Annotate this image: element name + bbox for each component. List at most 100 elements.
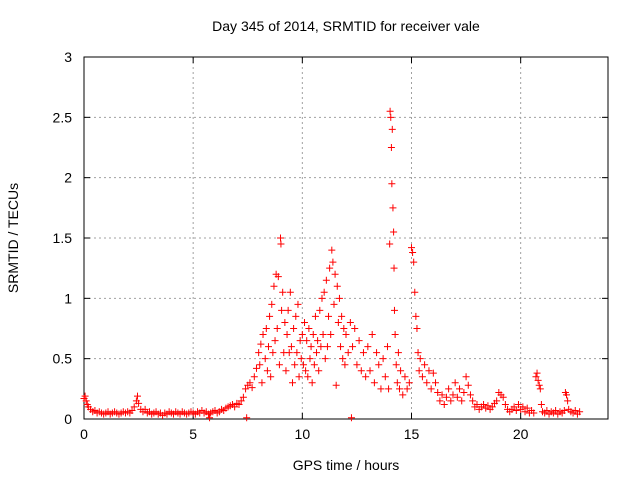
data-point	[532, 373, 540, 381]
data-point	[331, 270, 339, 278]
data-point	[235, 401, 243, 409]
data-point	[473, 401, 481, 409]
data-point	[342, 331, 350, 339]
data-point	[278, 306, 286, 314]
data-point	[290, 325, 298, 332]
data-point	[366, 367, 374, 375]
data-point	[349, 343, 357, 351]
y-tick-labels: 0 0.5 1 1.5 2 2.5 3	[53, 49, 73, 427]
data-point	[462, 373, 470, 381]
data-point	[258, 379, 266, 387]
data-point	[521, 408, 529, 416]
data-point	[246, 379, 254, 387]
data-point	[408, 244, 415, 252]
data-point	[277, 240, 285, 248]
data-point	[270, 282, 278, 290]
data-point	[340, 325, 348, 332]
x-tick-label: 15	[404, 426, 420, 442]
data-point	[321, 355, 329, 363]
data-point	[377, 385, 385, 393]
data-point	[412, 312, 420, 320]
data-point	[275, 361, 283, 369]
x-tick-label: 20	[513, 426, 529, 442]
data-point	[282, 367, 290, 375]
data-point	[135, 399, 143, 407]
data-point	[333, 282, 341, 290]
data-point	[341, 361, 349, 369]
data-point	[484, 402, 492, 410]
data-point	[391, 331, 399, 339]
data-point	[451, 379, 459, 387]
data-point	[393, 379, 401, 387]
data-point	[82, 397, 90, 405]
chart-title: Day 345 of 2014, SRMTID for receiver val…	[212, 18, 480, 34]
data-point	[375, 361, 383, 369]
y-tick-label: 0.5	[53, 351, 73, 367]
data-point	[237, 397, 245, 405]
data-point	[442, 393, 450, 401]
data-point	[335, 294, 343, 302]
data-point	[534, 376, 542, 384]
data-point	[390, 264, 398, 272]
data-point	[306, 355, 314, 363]
data-point	[436, 397, 444, 405]
data-point	[499, 393, 507, 401]
data-point	[239, 393, 247, 401]
data-point	[362, 373, 370, 381]
data-point	[347, 414, 355, 422]
data-point	[323, 343, 331, 351]
data-point	[289, 379, 297, 387]
data-point	[383, 343, 391, 351]
data-point	[267, 373, 275, 381]
x-axis-title: GPS time / hours	[293, 457, 400, 473]
data-point	[81, 392, 89, 400]
data-point	[386, 107, 394, 115]
data-point	[425, 367, 433, 375]
data-point	[394, 349, 402, 357]
data-point	[339, 355, 347, 363]
data-point	[413, 325, 421, 332]
data-point	[353, 361, 361, 369]
data-point	[432, 379, 440, 387]
data-point	[346, 318, 354, 326]
data-point	[304, 373, 312, 381]
data-point	[130, 403, 138, 411]
y-tick-label: 2.5	[53, 109, 73, 125]
data-point	[390, 228, 398, 236]
data-point	[453, 393, 461, 401]
data-point	[411, 288, 419, 296]
data-point	[334, 318, 342, 326]
data-point	[501, 401, 509, 409]
data-point	[274, 273, 282, 281]
x-tick-labels: 0 5 10 15 20	[80, 426, 529, 442]
data-point	[466, 391, 474, 399]
y-tick-label: 0	[64, 411, 72, 427]
data-point	[563, 391, 571, 399]
data-point	[303, 337, 311, 345]
data-point	[133, 392, 141, 400]
data-point	[206, 414, 214, 422]
data-point	[263, 367, 271, 375]
data-point	[355, 337, 363, 345]
data-point	[242, 385, 250, 393]
data-point	[536, 385, 544, 393]
data-point	[327, 331, 335, 339]
data-point	[456, 385, 464, 393]
data-point	[387, 144, 395, 151]
data-point	[309, 331, 317, 339]
data-point	[564, 397, 572, 405]
data-point	[292, 312, 300, 320]
data-point	[409, 248, 417, 256]
data-point	[385, 385, 393, 393]
data-point	[368, 331, 376, 339]
data-point	[510, 403, 518, 411]
data-point	[458, 397, 466, 405]
data-point	[438, 391, 446, 399]
y-tick-label: 3	[64, 49, 72, 65]
data-point	[530, 409, 538, 417]
data-point	[332, 381, 340, 389]
data-point	[543, 407, 551, 415]
data-point	[460, 388, 468, 396]
data-point	[469, 397, 477, 405]
